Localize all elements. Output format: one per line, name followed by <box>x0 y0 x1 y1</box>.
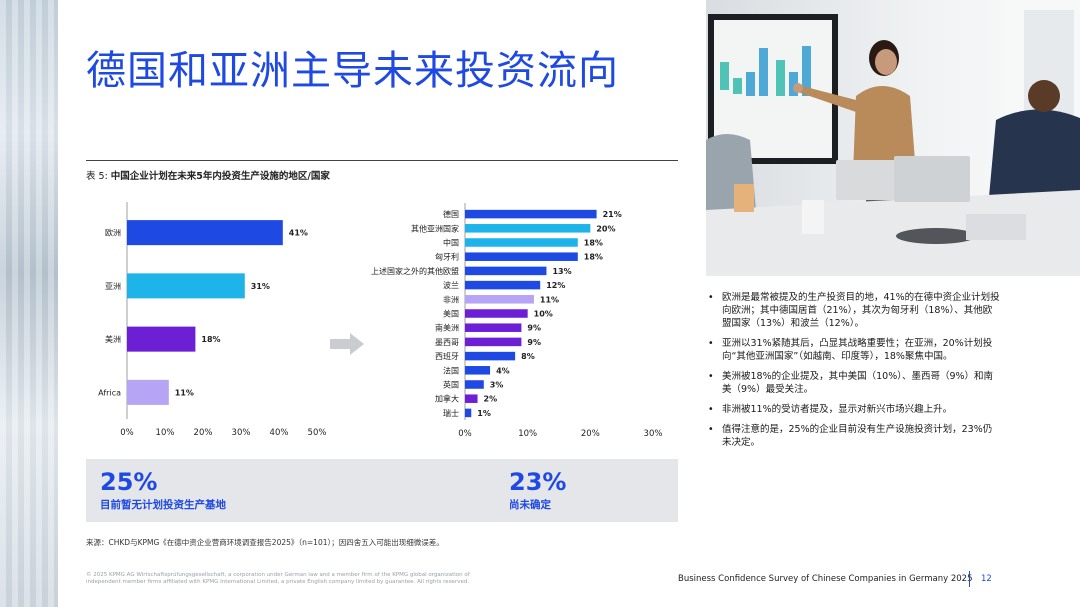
x-tick-label: 0% <box>120 428 134 438</box>
bar <box>465 323 522 332</box>
data-label: 3% <box>490 381 504 390</box>
data-label: 1% <box>477 409 491 418</box>
x-tick-label: 10% <box>156 428 175 438</box>
category-label: Africa <box>98 388 121 397</box>
bar <box>465 280 541 290</box>
bar <box>127 273 245 299</box>
data-label: 20% <box>596 224 615 233</box>
stat-no-plan: 25% 目前暂无计划投资生产基地 <box>100 469 226 512</box>
category-label: 英国 <box>443 380 459 390</box>
bar <box>465 266 547 276</box>
x-tick-label: 0% <box>458 429 472 439</box>
stat-box: 25% 目前暂无计划投资生产基地 23% 尚未确定 <box>86 459 678 522</box>
list-item: 值得注意的是，25%的企业目前没有生产设施投资计划，23%仍未决定。 <box>706 423 1000 449</box>
bar <box>465 366 491 375</box>
meeting-photo-illustration <box>706 0 1080 276</box>
x-tick-label: 30% <box>644 429 663 439</box>
bar <box>465 408 472 418</box>
category-label: 南美洲 <box>435 323 459 333</box>
category-label: 欧洲 <box>105 228 121 238</box>
category-label: 德国 <box>443 209 459 219</box>
bar <box>465 394 478 403</box>
data-label: 18% <box>584 253 603 262</box>
list-item: 亚洲以31%紧随其后，凸显其战略重要性；在亚洲，20%计划投向“其他亚洲国家”（… <box>706 337 1000 363</box>
data-label: 18% <box>201 335 220 344</box>
bar <box>465 351 516 361</box>
bar <box>465 209 597 219</box>
bar <box>465 337 522 347</box>
stat-undecided: 23% 尚未确定 <box>509 469 566 512</box>
category-label: 非洲 <box>443 294 459 304</box>
stat-undecided-label: 尚未确定 <box>509 499 551 511</box>
bar <box>465 380 484 389</box>
category-label: 法国 <box>443 365 459 375</box>
meeting-photo <box>706 0 1080 276</box>
category-label: 瑞士 <box>443 408 459 418</box>
data-label: 4% <box>496 366 510 375</box>
arrow-right-icon <box>330 333 364 355</box>
category-label: 上述国家之外的其他欧盟 <box>371 266 459 276</box>
list-item: 非洲被11%的受访者提及，显示对新兴市场兴趣上升。 <box>706 403 1000 416</box>
stat-no-plan-value: 25% <box>100 468 158 496</box>
stat-undecided-value: 23% <box>509 468 567 496</box>
legal-notice: © 2025 KPMG AG Wirtschaftsprüfungsgesell… <box>86 572 470 585</box>
category-label: 美国 <box>443 309 459 319</box>
chart-heading-text: 中国企业计划在未来5年内投资生产设施的地区/国家 <box>110 171 330 182</box>
data-label: 31% <box>251 282 270 291</box>
category-label: 墨西哥 <box>435 338 459 347</box>
data-label: 9% <box>527 338 541 347</box>
background-building-strip <box>0 0 58 607</box>
chart-top-rule <box>86 160 678 161</box>
data-label: 13% <box>552 267 571 276</box>
list-item: 美洲被18%的企业提及，其中美国（10%）、墨西哥（9%）和南美（9%）最受关注… <box>706 370 1000 396</box>
category-label: 匈牙利 <box>435 252 459 262</box>
page-title: 德国和亚洲主导未来投资流向 <box>86 48 619 94</box>
category-label: 亚洲 <box>105 282 121 291</box>
data-label: 21% <box>603 210 622 219</box>
footer-divider <box>969 571 970 587</box>
key-findings-list: 欧洲是最常被提及的生产投资目的地，41%的在德中资企业计划投向欧洲；其中德国居首… <box>706 291 1000 456</box>
x-tick-label: 20% <box>581 429 600 439</box>
chart-heading-prefix: 表 5: <box>86 171 111 182</box>
bar <box>127 326 196 352</box>
data-label: 8% <box>521 352 535 361</box>
region-bar-chart: 欧洲 41% 亚洲 31% 美洲 18% Africa 11% 0% 10% 20% 30% 40% 50… <box>98 202 327 438</box>
data-label: 11% <box>540 295 559 304</box>
x-tick-label: 10% <box>518 429 537 439</box>
category-label: 中国 <box>443 238 459 248</box>
bar <box>465 238 578 247</box>
data-label: 12% <box>546 281 565 290</box>
x-tick-label: 50% <box>308 428 327 438</box>
country-bar-chart: 德国 21% 其他亚洲国家 20% 中国 18% 匈牙利 18% 上述国家之外的其他欧盟 13% 波… <box>371 203 663 439</box>
bar <box>465 295 534 304</box>
x-tick-label: 40% <box>270 428 289 438</box>
bar <box>465 252 578 261</box>
data-label: 41% <box>289 229 308 238</box>
data-label: 2% <box>484 395 498 404</box>
category-label: 西班牙 <box>435 351 459 361</box>
bar <box>465 224 591 233</box>
footer-report-title: Business Confidence Survey of Chinese Co… <box>678 574 973 584</box>
category-label: 加拿大 <box>435 394 459 404</box>
category-label: 其他亚洲国家 <box>411 223 459 233</box>
bar <box>127 220 283 246</box>
category-label: 美洲 <box>105 334 121 344</box>
x-tick-label: 20% <box>194 428 213 438</box>
source-note: 来源：CHKD与KPMG《在德中资企业营商环境调查报告2025》（n=101）；… <box>86 538 444 547</box>
page-number: 12 <box>981 574 992 584</box>
data-label: 18% <box>584 239 603 248</box>
data-label: 11% <box>175 388 194 397</box>
x-tick-label: 30% <box>232 428 251 438</box>
bar <box>465 309 528 318</box>
category-label: 波兰 <box>443 280 459 290</box>
data-label: 10% <box>534 310 553 319</box>
list-item: 欧洲是最常被提及的生产投资目的地，41%的在德中资企业计划投向欧洲；其中德国居首… <box>706 291 1000 330</box>
bar <box>127 379 169 405</box>
data-label: 9% <box>527 324 541 333</box>
stat-no-plan-label: 目前暂无计划投资生产基地 <box>100 499 226 511</box>
chart-heading: 表 5: 中国企业计划在未来5年内投资生产设施的地区/国家 <box>86 168 330 182</box>
